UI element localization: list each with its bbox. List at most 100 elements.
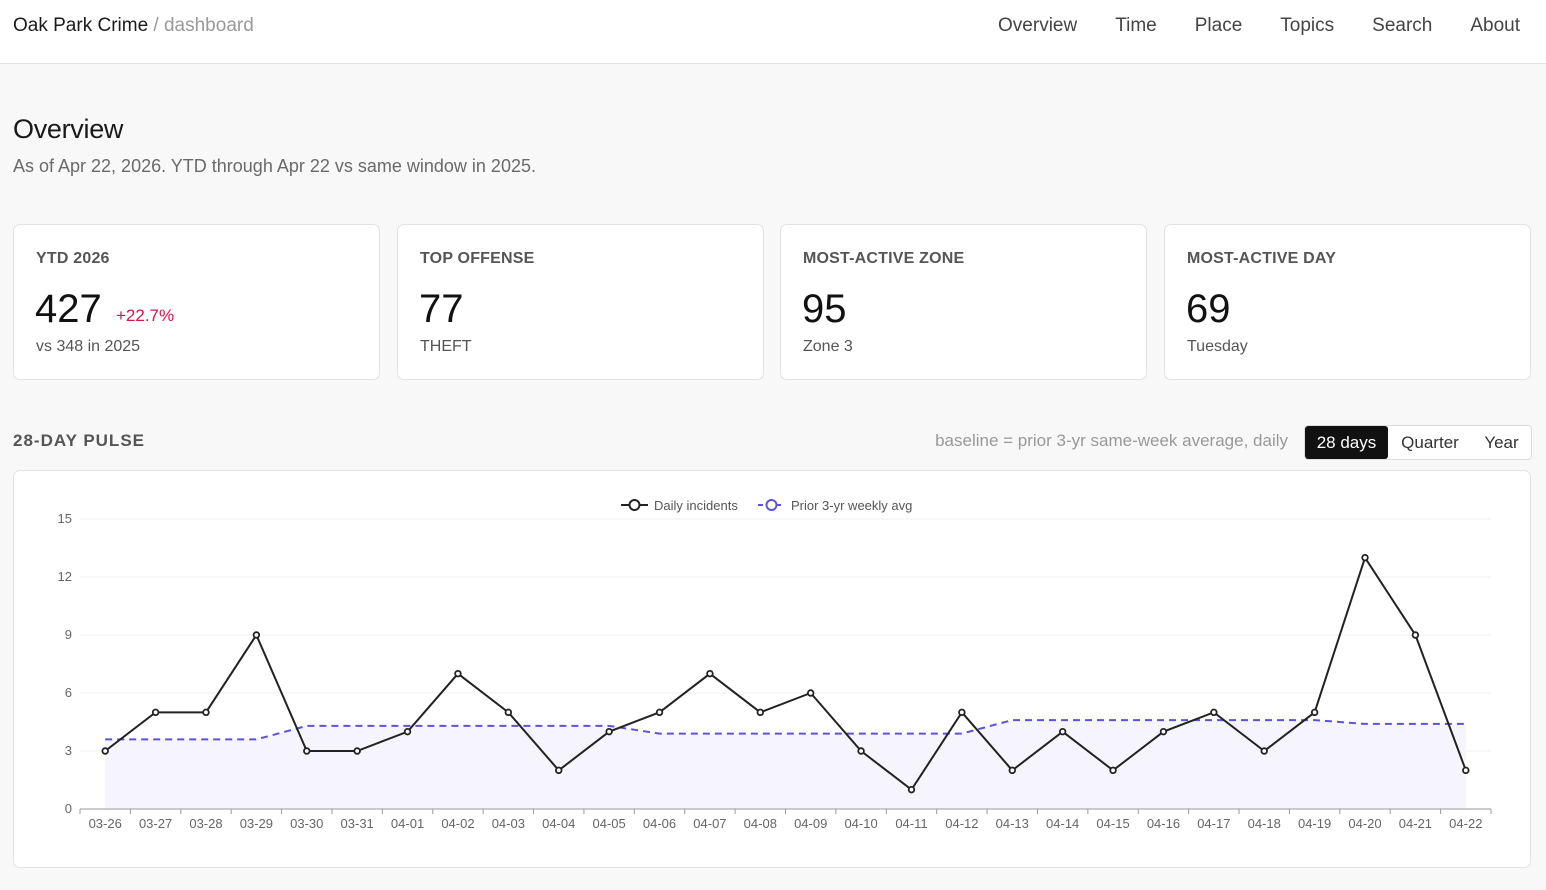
y-tick-label: 9 <box>65 627 72 642</box>
incident-point <box>403 727 412 736</box>
card-value: 95 <box>802 287 847 331</box>
section-title: 28-DAY PULSE <box>13 431 145 450</box>
incident-point <box>756 708 765 717</box>
incident-point <box>1210 708 1218 717</box>
baseline-area <box>105 720 1466 809</box>
x-tick-label: 04-16 <box>1147 816 1180 831</box>
x-tick-label: 03-27 <box>139 816 172 831</box>
x-tick-label: 04-06 <box>643 816 676 831</box>
card-active-day: MOST-ACTIVE DAY 69 Tuesday <box>1164 224 1531 380</box>
x-tick-label: 04-08 <box>744 816 777 831</box>
card-value: 77 <box>419 287 464 331</box>
x-tick-label: 04-12 <box>945 816 978 831</box>
baseline-series-line <box>105 719 1466 741</box>
range-year[interactable]: Year <box>1484 433 1519 452</box>
incident-point <box>857 747 865 755</box>
main-nav: Overview Time Place Topics Search About <box>960 14 1520 38</box>
range-selector: 28 days Quarter Year <box>1304 425 1532 460</box>
x-tick-label: 03-31 <box>341 816 374 831</box>
baseline-note: baseline = prior 3-yr same-week average,… <box>935 431 1288 450</box>
nav-place[interactable]: Place <box>1194 15 1243 36</box>
card-label: MOST-ACTIVE DAY <box>1187 250 1337 267</box>
incident-point <box>353 747 361 755</box>
x-tick-label: 04-17 <box>1197 816 1230 831</box>
incident-point <box>706 669 714 678</box>
stat-cards: YTD 2026 427 +22.7% vs 348 in 2025 TOP O… <box>13 224 1531 380</box>
incident-point <box>958 708 966 717</box>
x-tick-label: 03-29 <box>240 816 273 831</box>
legend-marker-incidents <box>628 499 641 511</box>
card-note: Tuesday <box>1187 338 1248 355</box>
page-title: Overview <box>13 114 124 144</box>
incidents-series-line <box>104 555 1467 792</box>
incident-point <box>1159 727 1168 736</box>
incident-point <box>252 631 261 639</box>
x-tick-label: 04-19 <box>1298 816 1331 831</box>
incident-point <box>655 708 664 717</box>
incident-point <box>151 708 160 717</box>
y-tick-label: 15 <box>58 511 72 526</box>
incident-point <box>454 669 462 678</box>
card-note: vs 348 in 2025 <box>36 338 141 355</box>
range-quarter[interactable]: Quarter <box>1401 433 1459 452</box>
pulse-chart: 0 3 6 9 12 15 03-26 03-27 03-28 03-29 03-30 03-31 04… <box>58 498 1492 831</box>
nav-time[interactable]: Time <box>1115 15 1157 36</box>
x-tick-label: 03-26 <box>89 816 122 831</box>
range-28-days[interactable]: 28 days <box>1305 426 1388 459</box>
incident-point <box>605 727 613 736</box>
card-note: THEFT <box>420 338 472 355</box>
x-tick-label: 04-01 <box>391 816 424 831</box>
incident-point <box>806 689 815 697</box>
x-tick-label: 04-05 <box>593 816 626 831</box>
page-subtitle: As of Apr 22, 2026. YTD through Apr 22 v… <box>13 156 536 176</box>
card-value: 427 <box>35 287 102 331</box>
incident-point <box>1058 727 1067 736</box>
top-bar: Oak Park Crime / dashboard Overview Time… <box>0 0 1546 64</box>
incident-point <box>1109 766 1117 775</box>
incident-point <box>907 785 916 794</box>
card-active-zone: MOST-ACTIVE ZONE 95 Zone 3 <box>780 224 1147 380</box>
brand-section: dashboard <box>163 15 254 36</box>
x-tick-label: 04-09 <box>794 816 827 831</box>
x-tick-label: 04-03 <box>492 816 525 831</box>
card-label: YTD 2026 <box>36 250 110 267</box>
incident-point <box>1008 766 1016 775</box>
x-tick-label: 04-14 <box>1046 816 1079 831</box>
y-tick-label: 3 <box>65 743 72 758</box>
card-label: TOP OFFENSE <box>420 250 535 267</box>
incident-point <box>555 766 563 775</box>
y-tick-label: 12 <box>58 569 72 584</box>
incident-point <box>1310 708 1319 717</box>
card-ytd: YTD 2026 427 +22.7% vs 348 in 2025 <box>13 224 380 380</box>
incident-point <box>101 747 109 755</box>
card-top-offense: TOP OFFENSE 77 THEFT <box>397 224 764 380</box>
card-label: MOST-ACTIVE ZONE <box>803 250 965 267</box>
delta-badge: +22.7% <box>116 306 175 325</box>
x-tick-label: 04-18 <box>1248 816 1281 831</box>
incident-point <box>1462 766 1470 775</box>
nav-topics[interactable]: Topics <box>1280 15 1335 36</box>
y-tick-label: 6 <box>65 685 72 700</box>
legend-marker-baseline <box>765 499 778 511</box>
x-tick-label: 04-21 <box>1399 816 1432 831</box>
incident-point <box>1411 631 1420 639</box>
legend-label-baseline: Prior 3-yr weekly avg <box>791 498 912 513</box>
incident-point <box>303 747 311 755</box>
x-tick-label: 04-02 <box>441 816 474 831</box>
nav-about[interactable]: About <box>1470 15 1520 36</box>
x-tick-label: 04-04 <box>542 816 575 831</box>
x-tick-label: 04-10 <box>844 816 877 831</box>
brand-name: Oak Park Crime <box>13 15 149 36</box>
incident-point <box>1361 553 1369 562</box>
brand[interactable]: Oak Park Crime / dashboard <box>13 14 254 38</box>
x-tick-label: 04-20 <box>1348 816 1381 831</box>
nav-overview[interactable]: Overview <box>998 15 1078 36</box>
x-tick-label: 04-22 <box>1449 816 1482 831</box>
x-tick-label: 03-28 <box>189 816 222 831</box>
x-tick-label: 04-11 <box>895 816 927 831</box>
x-tick-label: 03-30 <box>290 816 323 831</box>
pulse-chart-card: 0 3 6 9 12 15 03-26 03-27 03-28 03-29 03-30 03-31 04… <box>13 470 1531 868</box>
nav-search[interactable]: Search <box>1372 15 1433 36</box>
card-note: Zone 3 <box>803 338 853 355</box>
y-tick-label: 0 <box>65 801 72 816</box>
